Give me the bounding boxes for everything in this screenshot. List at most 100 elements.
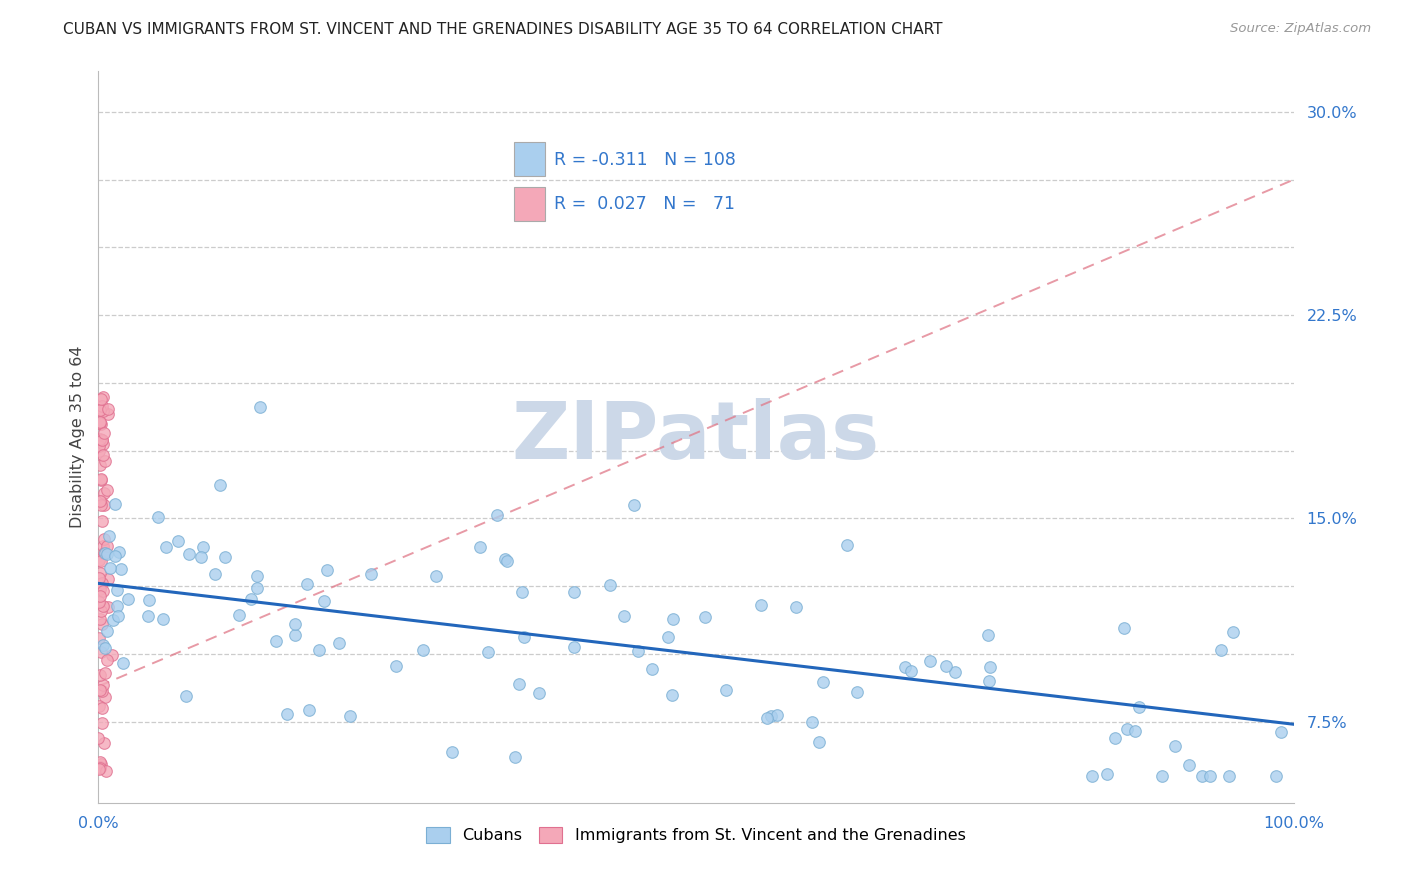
Point xyxy=(90,576,112,591)
Point xyxy=(97,529,120,543)
Point xyxy=(249,401,271,415)
Point xyxy=(562,640,585,654)
Text: Source: ZipAtlas.com: Source: ZipAtlas.com xyxy=(1230,22,1371,36)
Point xyxy=(209,478,232,492)
Point xyxy=(90,434,112,448)
Point xyxy=(503,749,526,764)
Point xyxy=(214,549,236,564)
Point xyxy=(87,553,110,567)
Point xyxy=(96,547,118,561)
Point xyxy=(91,514,114,528)
Point xyxy=(1095,766,1118,780)
Point xyxy=(138,609,160,624)
Point xyxy=(264,634,287,648)
Point xyxy=(93,735,115,749)
Point xyxy=(91,599,114,614)
Point xyxy=(918,655,941,669)
Point xyxy=(117,591,139,606)
Point xyxy=(91,683,114,698)
Point xyxy=(89,433,111,447)
Point xyxy=(1209,643,1232,657)
Point xyxy=(599,578,621,592)
Point xyxy=(96,653,118,667)
Point xyxy=(808,735,831,749)
Point xyxy=(508,676,530,690)
Point xyxy=(284,628,307,642)
Point xyxy=(97,572,120,586)
Point xyxy=(89,582,111,596)
Point xyxy=(155,540,177,554)
Point xyxy=(89,440,111,454)
Point xyxy=(360,566,382,581)
Point xyxy=(328,636,350,650)
Point xyxy=(91,638,114,652)
Point xyxy=(89,566,111,580)
Point xyxy=(977,673,1000,688)
Point xyxy=(90,604,112,618)
Point xyxy=(91,701,114,715)
Point xyxy=(385,659,408,673)
Point xyxy=(837,538,859,552)
Point xyxy=(87,731,110,746)
Point xyxy=(308,643,330,657)
Point xyxy=(89,612,111,626)
Point xyxy=(93,533,115,547)
Point xyxy=(107,609,129,624)
Point xyxy=(89,494,111,508)
Point xyxy=(477,645,499,659)
Point xyxy=(1152,769,1174,783)
Point xyxy=(627,644,650,658)
Point xyxy=(105,583,128,598)
Point xyxy=(91,434,114,448)
Point xyxy=(1218,769,1240,783)
Point xyxy=(87,631,110,645)
Point xyxy=(105,599,128,613)
Point xyxy=(103,613,125,627)
Point xyxy=(89,755,111,769)
Point xyxy=(148,510,170,524)
Point xyxy=(979,659,1001,673)
Point xyxy=(562,585,585,599)
Point xyxy=(900,664,922,678)
Point xyxy=(1081,769,1104,783)
Point xyxy=(93,678,115,692)
Point xyxy=(1164,739,1187,753)
Point xyxy=(89,493,111,508)
Point xyxy=(1123,724,1146,739)
Point xyxy=(661,688,683,702)
Point xyxy=(166,533,188,548)
Point xyxy=(228,607,250,622)
Legend: Cubans, Immigrants from St. Vincent and the Grenadines: Cubans, Immigrants from St. Vincent and … xyxy=(419,821,973,850)
Point xyxy=(89,458,111,473)
Point xyxy=(191,540,214,554)
Point xyxy=(284,617,307,632)
Point xyxy=(485,508,508,523)
Point xyxy=(96,539,118,553)
Point xyxy=(94,764,117,778)
Point xyxy=(425,568,447,582)
Point xyxy=(1270,725,1292,739)
Point xyxy=(91,437,114,451)
Point xyxy=(657,630,679,644)
Text: R =  0.027   N =   71: R = 0.027 N = 71 xyxy=(554,195,735,213)
Point xyxy=(100,561,122,575)
Point xyxy=(89,589,111,603)
Point xyxy=(1199,769,1222,783)
Point xyxy=(89,595,111,609)
Point xyxy=(91,448,114,462)
Point xyxy=(315,563,337,577)
Point xyxy=(412,643,434,657)
Y-axis label: Disability Age 35 to 64: Disability Age 35 to 64 xyxy=(69,346,84,528)
Point xyxy=(94,454,117,468)
Point xyxy=(104,549,127,564)
Point xyxy=(94,546,117,560)
Point xyxy=(90,756,112,771)
Point xyxy=(1116,723,1139,737)
Point xyxy=(94,666,117,681)
Point xyxy=(87,698,110,713)
Point xyxy=(510,584,533,599)
Text: CUBAN VS IMMIGRANTS FROM ST. VINCENT AND THE GRENADINES DISABILITY AGE 35 TO 64 : CUBAN VS IMMIGRANTS FROM ST. VINCENT AND… xyxy=(63,22,943,37)
Point xyxy=(641,661,664,675)
Point xyxy=(93,390,115,404)
Point xyxy=(785,599,807,614)
